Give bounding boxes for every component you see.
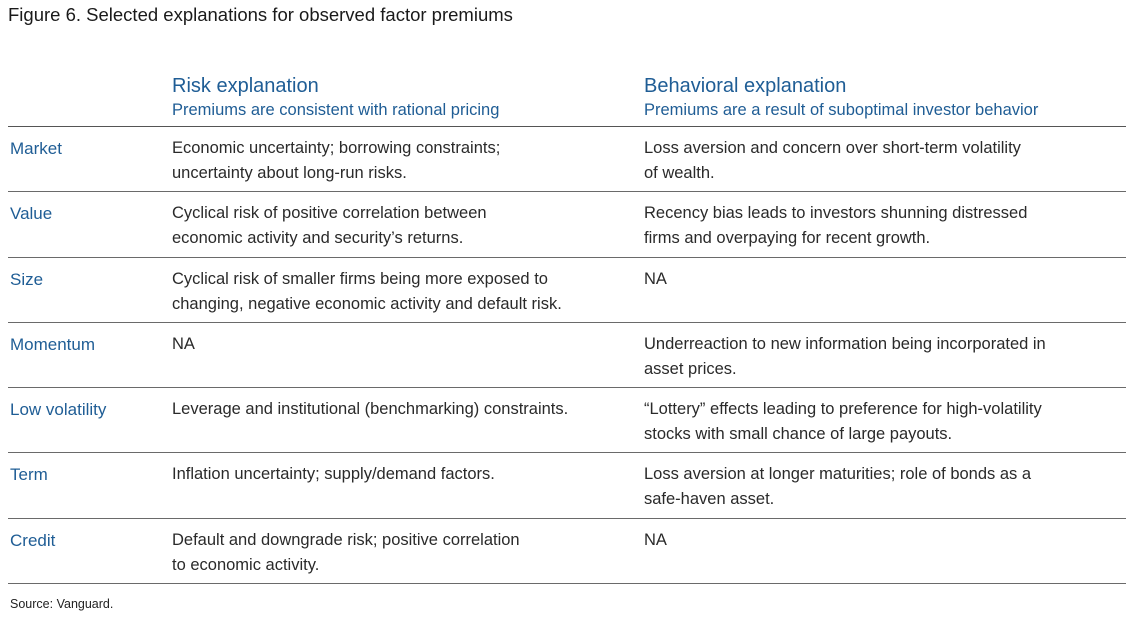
figure-title: Figure 6. Selected explanations for obse…	[8, 4, 513, 25]
behavioral-line: Loss aversion at longer maturities; role…	[644, 465, 1032, 484]
behavioral-explanation: NA	[644, 528, 1124, 553]
behavioral-explanation: NA	[644, 267, 1124, 292]
factor-name: Market	[10, 139, 62, 158]
behavioral-line: NA	[644, 530, 667, 549]
header-divider	[8, 126, 1126, 127]
risk-line: uncertainty about long-run risks.	[172, 164, 407, 182]
behavioral-explanation: Recency bias leads to investors shunning…	[644, 201, 1124, 251]
behavioral-line: NA	[644, 269, 667, 288]
behavioral-line: of wealth.	[644, 164, 715, 182]
factor-name: Momentum	[10, 334, 96, 354]
risk-line: Economic uncertainty; borrowing constrai…	[172, 139, 501, 157]
table-row: Market Economic uncertainty; borrowing c…	[8, 127, 1126, 193]
table-row: Value Cyclical risk of positive correlat…	[8, 192, 1126, 258]
risk-explanation: Inflation uncertainty; supply/demand fac…	[172, 462, 617, 487]
risk-line: Cyclical risk of positive correlation be…	[172, 204, 487, 223]
behavioral-line: safe-haven asset.	[644, 490, 775, 509]
behavioral-explanation: “Lottery” effects leading to preference …	[644, 397, 1124, 447]
source-note: Source: Vanguard.	[10, 597, 113, 611]
risk-column-header: Risk explanation Premiums are consistent…	[172, 74, 499, 121]
table-row: Term Inflation uncertainty; supply/deman…	[8, 453, 1126, 519]
source-label: Source:	[10, 597, 54, 611]
risk-explanation: NA	[172, 332, 617, 357]
risk-line: Leverage and institutional (benchmarking…	[172, 400, 569, 419]
risk-line: NA	[172, 334, 195, 353]
risk-explanation: Cyclical risk of smaller firms being mor…	[172, 267, 617, 317]
behavioral-line: Loss aversion and concern over short-ter…	[644, 139, 1021, 157]
risk-line: Inflation uncertainty; supply/demand fac…	[172, 465, 495, 484]
risk-line: to economic activity.	[172, 555, 320, 574]
behavioral-heading: Behavioral explanation	[644, 75, 847, 97]
behavioral-explanation: Loss aversion and concern over short-ter…	[644, 136, 1124, 186]
risk-explanation: Cyclical risk of positive correlation be…	[172, 201, 617, 251]
behavioral-subheading: Premiums are a result of suboptimal inve…	[644, 101, 1039, 119]
risk-subheading: Premiums are consistent with rational pr…	[172, 101, 500, 119]
factor-name: Credit	[10, 530, 56, 550]
behavioral-line: Recency bias leads to investors shunning…	[644, 204, 1028, 223]
behavioral-explanation: Underreaction to new information being i…	[644, 332, 1124, 382]
risk-heading: Risk explanation	[172, 75, 319, 97]
factor-name: Low volatility	[10, 400, 107, 420]
factor-name: Size	[10, 269, 44, 289]
risk-line: changing, negative economic activity and…	[172, 294, 562, 313]
table-row: Size Cyclical risk of smaller firms bein…	[8, 258, 1126, 323]
risk-line: Cyclical risk of smaller firms being mor…	[172, 269, 548, 288]
risk-explanation: Leverage and institutional (benchmarking…	[172, 397, 617, 422]
behavioral-line: stocks with small chance of large payout…	[644, 425, 953, 444]
factor-name: Term	[10, 465, 48, 485]
table-row: Momentum NA Underreaction to new informa…	[8, 323, 1126, 389]
source-text: Vanguard.	[56, 597, 114, 611]
risk-explanation: Default and downgrade risk; positive cor…	[172, 528, 617, 578]
risk-explanation: Economic uncertainty; borrowing constrai…	[172, 136, 617, 186]
behavioral-line: “Lottery” effects leading to preference …	[644, 400, 1042, 419]
table-row: Low volatility Leverage and institutiona…	[8, 388, 1126, 454]
risk-line: economic activity and security’s returns…	[172, 229, 464, 248]
behavioral-line: firms and overpaying for recent growth.	[644, 229, 931, 248]
risk-line: Default and downgrade risk; positive cor…	[172, 530, 520, 549]
table-row: Credit Default and downgrade risk; posit…	[8, 519, 1126, 585]
factor-table: Market Economic uncertainty; borrowing c…	[8, 127, 1126, 585]
behavioral-column-header: Behavioral explanation Premiums are a re…	[644, 74, 1038, 121]
behavioral-explanation: Loss aversion at longer maturities; role…	[644, 462, 1124, 512]
behavioral-line: asset prices.	[644, 359, 737, 378]
behavioral-line: Underreaction to new information being i…	[644, 334, 1046, 353]
factor-name: Value	[10, 204, 53, 224]
